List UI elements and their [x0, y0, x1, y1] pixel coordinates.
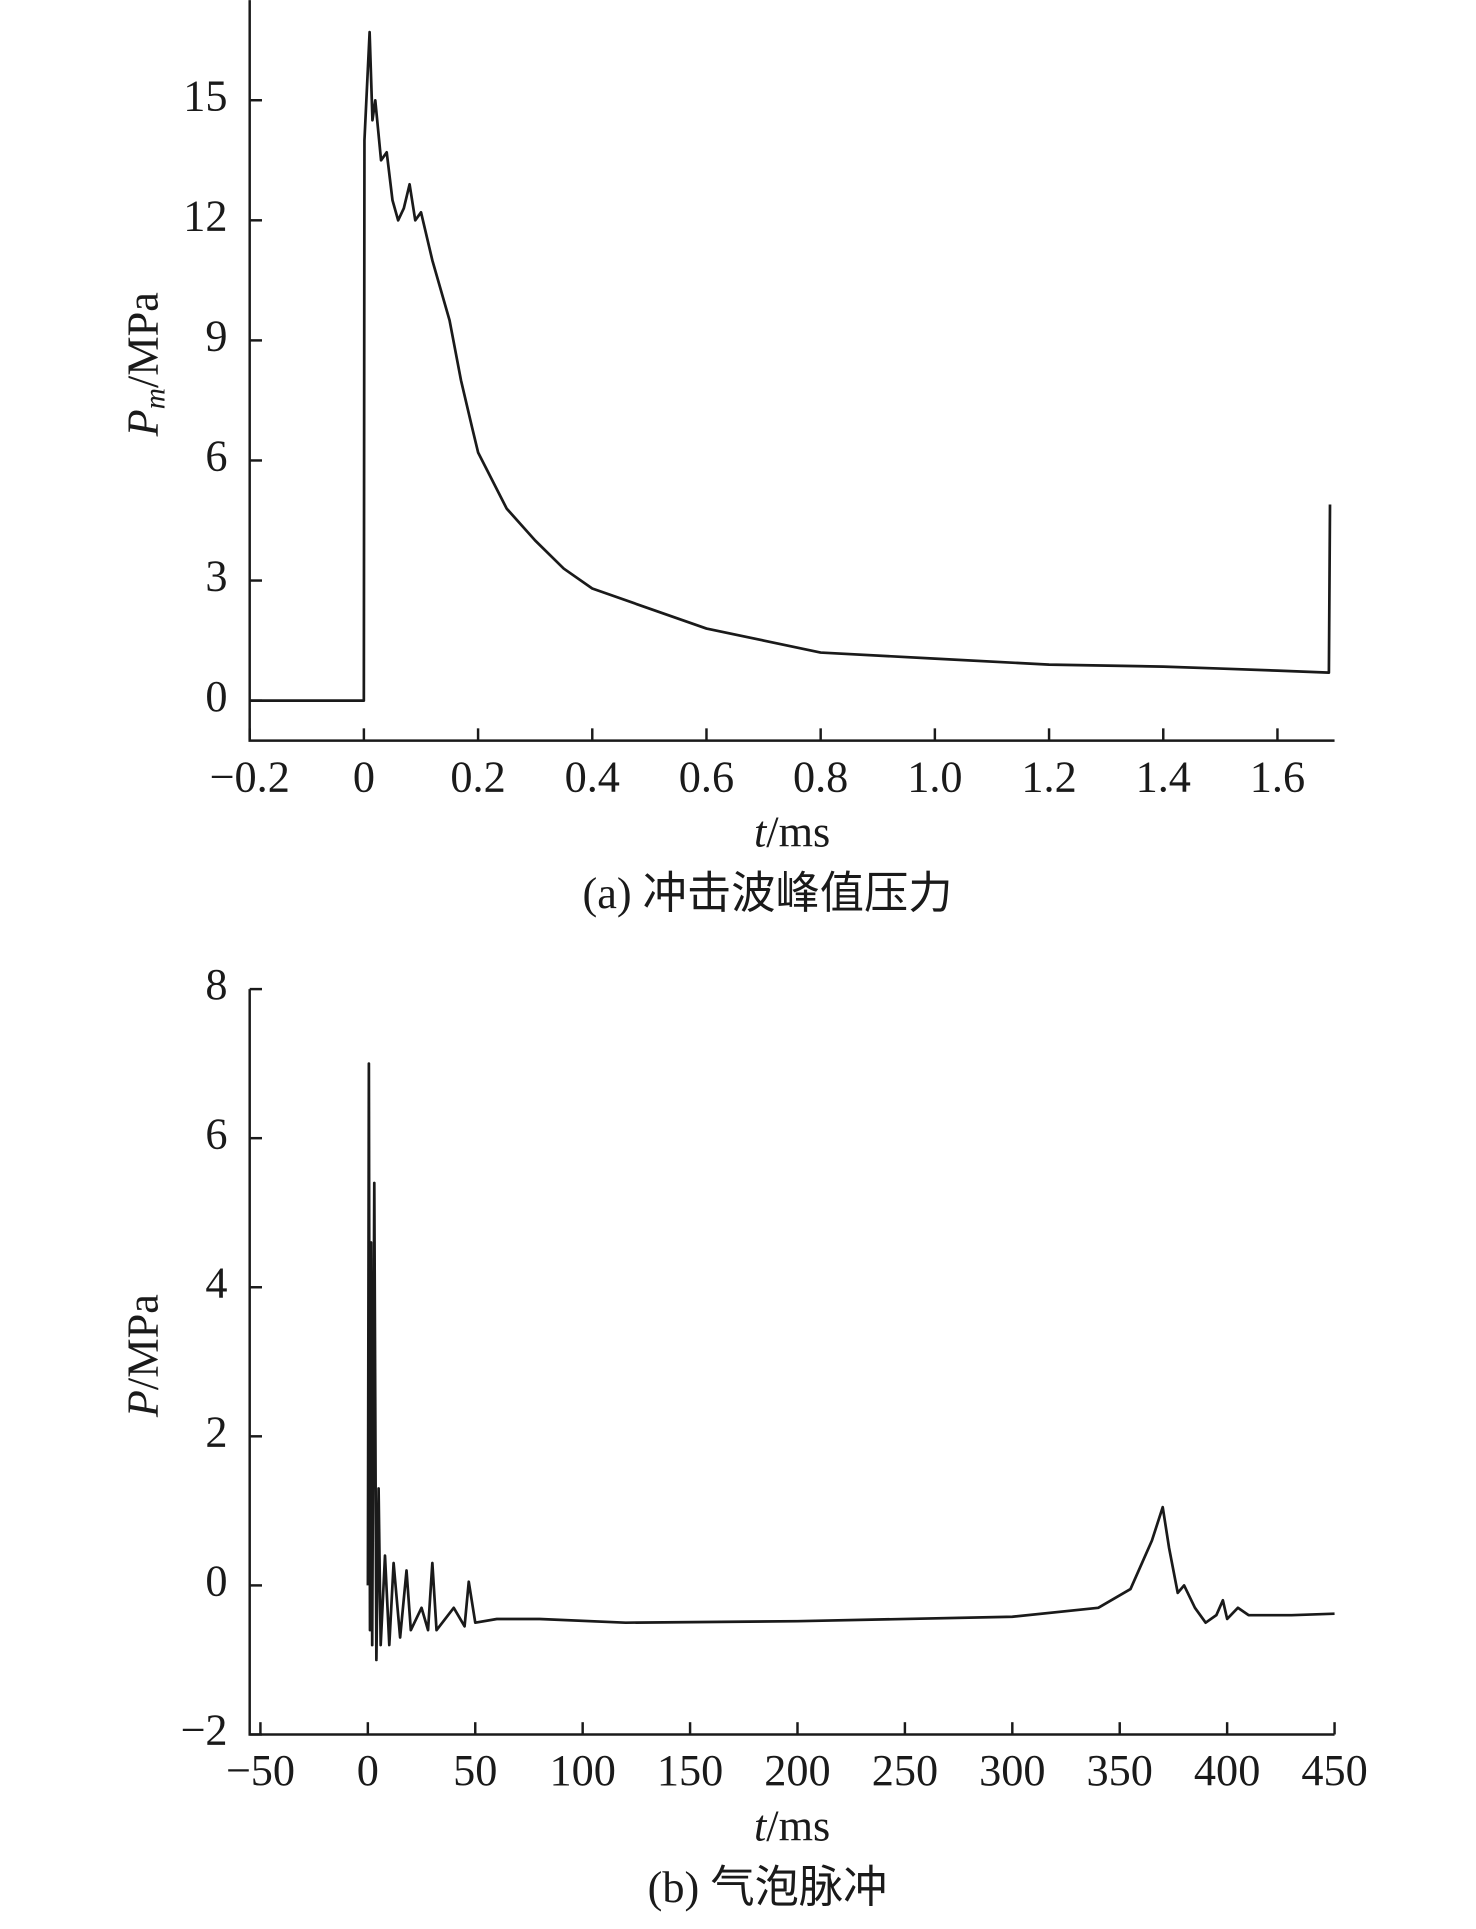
y-tick-label: 15: [183, 71, 227, 120]
y-tick-label: 9: [205, 312, 227, 361]
y-tick-label: 0: [205, 1557, 227, 1606]
x-symbol: t: [754, 808, 768, 857]
x-tick-label: −50: [226, 1746, 295, 1795]
x-unit: /ms: [766, 1802, 830, 1851]
y-tick-label: 3: [205, 552, 227, 601]
line: [366, 1062, 1335, 1662]
x-tick-label: 0.8: [793, 752, 848, 801]
x-tick-label: 0.2: [450, 752, 505, 801]
x-tick-label: 1.4: [1136, 752, 1191, 801]
x-tick-label: 200: [764, 1746, 830, 1795]
y-unit: /MPa: [119, 1294, 168, 1390]
y-tick-label: 12: [183, 191, 227, 240]
x-tick-label: 350: [1087, 1746, 1153, 1795]
x-tick-label: 150: [657, 1746, 723, 1795]
y-axis-label: Pm/MPa: [119, 292, 171, 438]
x-unit: /ms: [766, 808, 830, 857]
y-tick-label: −2: [180, 1706, 227, 1755]
x-tick-label: 0.6: [679, 752, 734, 801]
axes: [248, 989, 1335, 1736]
y-tick-label: 8: [205, 960, 227, 1009]
caption: (b) 气泡脉冲: [648, 1863, 888, 1912]
line: [249, 30, 1332, 703]
x-tick-label: 450: [1301, 1746, 1367, 1795]
x-axis-label: t/ms: [754, 808, 830, 857]
y-symbol: P: [119, 409, 168, 437]
x-tick-label: 0: [353, 752, 375, 801]
x-symbol: t: [754, 1802, 768, 1851]
y-tick-label: 0: [205, 672, 227, 721]
x-tick-label: 50: [453, 1746, 497, 1795]
y-symbol: P: [119, 1390, 168, 1418]
x-tick-label: 0: [357, 1746, 379, 1795]
y-tick-label: 6: [205, 1109, 227, 1158]
x-axis-label: t/ms: [754, 1802, 830, 1851]
y-subscript: m: [139, 388, 171, 409]
x-tick-label: 250: [872, 1746, 938, 1795]
x-tick-label: 400: [1194, 1746, 1260, 1795]
x-tick-label: −0.2: [210, 752, 290, 801]
axes: [248, 0, 1335, 742]
caption: (a) 冲击波峰值压力: [582, 869, 952, 918]
x-tick-label: 0.4: [565, 752, 620, 801]
x-tick-label: 100: [549, 1746, 615, 1795]
y-unit: /MPa: [119, 292, 168, 388]
x-tick-label: 300: [979, 1746, 1045, 1795]
y-tick-label: 4: [205, 1258, 227, 1307]
y-tick-label: 6: [205, 432, 227, 481]
y-tick-label: 2: [205, 1407, 227, 1456]
x-tick-label: 1.0: [907, 752, 962, 801]
x-tick-label: 1.2: [1021, 752, 1076, 801]
x-tick-label: 1.6: [1250, 752, 1305, 801]
y-axis-label: P/MPa: [119, 1294, 168, 1418]
